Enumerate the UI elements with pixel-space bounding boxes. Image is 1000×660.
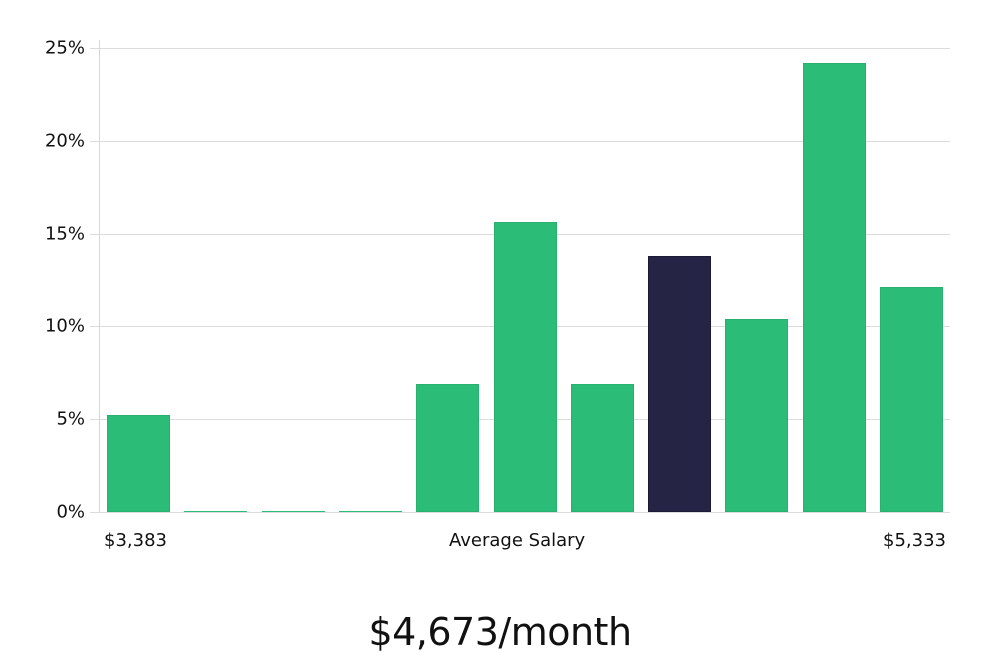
y-axis-line <box>99 40 100 513</box>
bar <box>570 383 634 512</box>
bar <box>802 62 866 512</box>
bar <box>338 511 402 512</box>
bar <box>725 318 789 512</box>
average-salary-headline: $4,673/month <box>368 610 632 654</box>
bar <box>880 287 943 512</box>
gridline <box>90 512 950 513</box>
salary-histogram: 0% 5% 10% 15% 20% 25% $3,383 Average Salary $… <box>44 37 950 551</box>
gridline <box>90 140 950 142</box>
bar <box>493 222 557 512</box>
gridline <box>90 48 950 49</box>
bar <box>416 383 480 512</box>
bar <box>107 415 170 512</box>
y-tick-label: 25% <box>44 37 85 59</box>
y-tick-label: 15% <box>44 223 85 245</box>
bar-highlighted <box>648 255 712 512</box>
x-axis-title: Average Salary <box>449 530 586 551</box>
x-max-label: $5,333 <box>883 530 946 551</box>
x-min-label: $3,383 <box>104 530 167 551</box>
bar <box>261 511 325 512</box>
bar <box>184 511 248 512</box>
y-tick-label: 0% <box>56 501 85 523</box>
y-tick-label: 5% <box>56 408 85 430</box>
y-tick-label: 10% <box>44 315 85 337</box>
y-tick-label: 20% <box>44 130 85 152</box>
